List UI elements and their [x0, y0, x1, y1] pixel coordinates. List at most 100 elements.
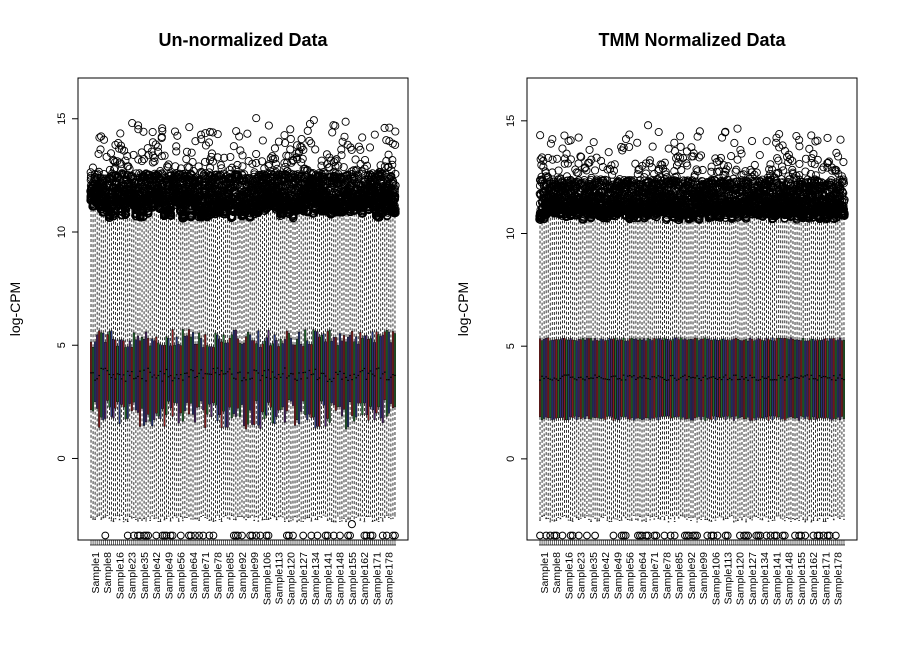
box [118, 339, 121, 424]
box [553, 339, 556, 420]
outlier-point [235, 132, 244, 141]
box [353, 341, 356, 422]
outlier-point [148, 138, 157, 147]
outlier-point [384, 150, 393, 159]
outlier-point [139, 208, 148, 217]
outlier-point [129, 150, 138, 159]
panel-tmm-normalized: TMM Normalized Data log-CPM 051015Sample… [455, 30, 858, 605]
outlier-point [157, 134, 166, 143]
outlier-point [220, 153, 229, 162]
outlier-point [176, 531, 185, 540]
outlier-point [194, 162, 203, 171]
box [557, 339, 560, 419]
outlier-point [136, 531, 144, 540]
box [314, 330, 317, 429]
outlier-point [188, 158, 197, 167]
outlier-point [123, 162, 132, 171]
outlier-point [365, 143, 375, 152]
box [322, 333, 325, 406]
box [145, 331, 148, 423]
x-tick-label: Sample35 [139, 552, 151, 599]
x-tick-label: Sample85 [225, 552, 237, 599]
box [371, 331, 374, 411]
y-tick-label: 0 [56, 455, 68, 461]
box [312, 329, 315, 418]
box [232, 330, 235, 414]
box [151, 338, 154, 427]
box [571, 339, 574, 419]
box [308, 343, 311, 415]
box [136, 335, 139, 413]
outlier-point [199, 531, 208, 540]
box [175, 336, 178, 404]
box [332, 337, 335, 406]
outlier-point [391, 127, 400, 136]
outlier-point [213, 170, 222, 179]
outlier-point [258, 136, 267, 145]
box [306, 340, 309, 420]
outlier-point [160, 531, 169, 540]
box [234, 329, 237, 417]
outlier-point [128, 119, 137, 128]
box [185, 335, 188, 403]
outlier-point [158, 531, 167, 540]
outlier-point [160, 151, 169, 160]
box [257, 330, 260, 426]
outlier-point [143, 207, 152, 216]
x-tick-label: Sample1 [90, 552, 102, 594]
outlier-point [109, 155, 118, 164]
panel-unnormalized: Un-normalized Data log-CPM 0 5 10 15 Sample1… [7, 30, 409, 605]
box [281, 343, 284, 408]
box [210, 346, 213, 417]
box [196, 343, 199, 408]
box [112, 338, 115, 419]
outlier-point [232, 127, 241, 136]
box [247, 331, 250, 425]
box [222, 334, 225, 412]
box [128, 340, 131, 404]
outlier-point [157, 152, 166, 161]
x-tick-label: Sample56 [176, 552, 188, 599]
outlier-point [286, 125, 295, 134]
outlier-point [229, 531, 238, 540]
box [255, 343, 258, 402]
box [92, 347, 95, 412]
outlier-point [205, 127, 214, 136]
outlier-point [117, 171, 126, 180]
box [120, 339, 123, 405]
outlier-point [95, 133, 104, 142]
outlier-point [166, 531, 175, 540]
outlier-point [166, 208, 175, 218]
box [192, 332, 195, 415]
box [287, 333, 290, 400]
box [383, 331, 386, 401]
y-tick-label: 0 [505, 456, 517, 462]
box [149, 345, 152, 422]
x-tick-label: Sample148 [335, 552, 347, 605]
box [336, 345, 339, 408]
outlier-point [134, 121, 143, 130]
box [377, 334, 380, 408]
y-tick-label: 10 [505, 227, 517, 239]
outlier-point [150, 153, 159, 162]
outlier-point [197, 135, 206, 144]
outlier-point [201, 157, 210, 166]
outlier-point [286, 134, 295, 144]
box [220, 341, 223, 429]
box [230, 334, 233, 419]
outlier-point [172, 147, 181, 156]
outlier-point [140, 531, 148, 540]
box [132, 332, 135, 403]
outlier-point [340, 132, 349, 141]
box [240, 343, 243, 405]
outlier-point [328, 128, 337, 137]
box [391, 331, 394, 409]
outlier-point [172, 142, 181, 151]
box [126, 346, 129, 419]
outlier-point [174, 182, 183, 191]
outlier-point [252, 149, 261, 159]
box [206, 345, 209, 415]
outlier-point [152, 531, 161, 540]
outlier-point [134, 155, 143, 164]
box [226, 342, 229, 428]
